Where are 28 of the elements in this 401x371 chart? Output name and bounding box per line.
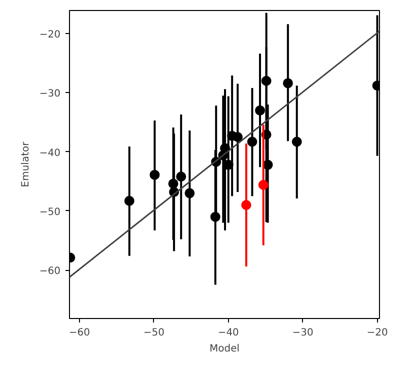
- point: [232, 132, 243, 142]
- y-tick-label: −30: [39, 88, 61, 100]
- point: [247, 136, 258, 147]
- y-axis-title: Emulator: [20, 140, 32, 188]
- y-tick-label: −50: [39, 206, 61, 218]
- point: [255, 105, 266, 116]
- x-tick-label: −20: [366, 328, 388, 338]
- point: [223, 160, 234, 170]
- point: [282, 78, 293, 88]
- x-tick-label: −50: [143, 328, 164, 338]
- y-tick-label: −60: [39, 266, 61, 278]
- point: [261, 76, 272, 86]
- point: [176, 172, 186, 182]
- y-tick-label: −40: [39, 148, 61, 159]
- x-tick-label: −40: [218, 328, 239, 338]
- point: [184, 188, 195, 198]
- point: [150, 170, 160, 180]
- point: [292, 136, 302, 147]
- x-tick-label: −30: [292, 328, 314, 338]
- point: [220, 143, 230, 154]
- x-axis-title: Model: [209, 344, 240, 354]
- x-tick-label: −60: [68, 328, 90, 338]
- point: [210, 212, 220, 222]
- point: [124, 196, 134, 206]
- y-tick-label: −20: [39, 30, 61, 41]
- point: [258, 180, 268, 190]
- point: [241, 200, 252, 210]
- point: [168, 178, 178, 189]
